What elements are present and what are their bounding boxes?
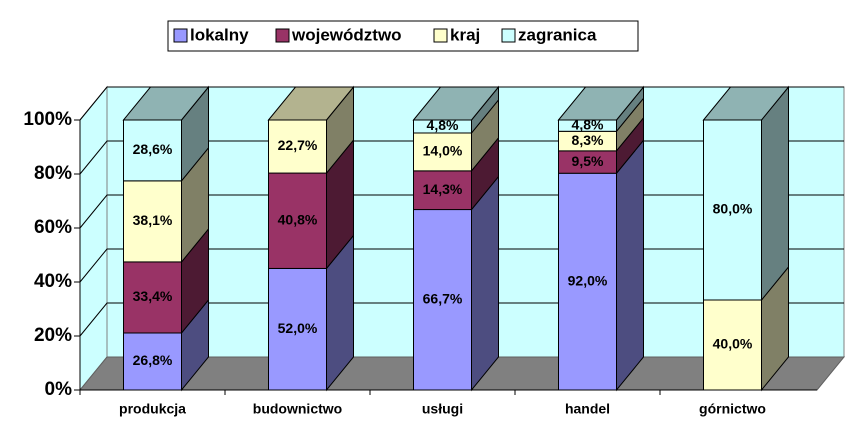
y-tick-label: 80% [34, 163, 72, 184]
bar-side [471, 175, 499, 392]
x-tick-label: usługi [422, 401, 463, 417]
bar [558, 119, 617, 132]
bar [413, 132, 472, 172]
data-label: 4,8% [427, 117, 459, 133]
y-tick-label: 0% [45, 379, 73, 400]
data-label: 8,3% [572, 132, 604, 148]
legend-swatch [501, 28, 516, 43]
legend-label: lokalny [190, 25, 249, 44]
data-label: 92,0% [568, 272, 608, 288]
y-tick-label: 100% [23, 109, 72, 130]
data-label: 38,1% [133, 212, 173, 228]
bar-side [616, 138, 644, 392]
data-label: 66,7% [423, 290, 463, 306]
bar [413, 119, 472, 134]
data-label: 14,3% [423, 181, 463, 197]
bar [703, 299, 762, 391]
data-label: 22,7% [278, 137, 318, 153]
data-label: 28,6% [133, 141, 173, 157]
legend-label: kraj [450, 25, 480, 44]
data-label: 26,8% [133, 352, 173, 368]
x-tick-label: budownictwo [253, 401, 342, 417]
bar [268, 119, 327, 174]
legend-swatch [173, 28, 188, 43]
x-tick-label: produkcja [119, 401, 186, 417]
legend: lokalny województwo kraj zagranica [167, 20, 639, 52]
bar [268, 267, 327, 391]
side-wall [79, 85, 108, 392]
bar [268, 172, 327, 269]
data-label: 4,8% [572, 116, 604, 132]
data-label: 14,0% [423, 143, 463, 159]
y-tick-label: 40% [34, 271, 72, 292]
bar-side [761, 85, 789, 302]
legend-label: zagranica [518, 25, 597, 44]
data-label: 80,0% [713, 201, 753, 217]
data-label: 33,4% [133, 288, 173, 304]
bar [123, 332, 182, 391]
legend-swatch [275, 28, 290, 43]
x-tick-label: handel [565, 401, 610, 417]
data-label: 40,0% [713, 336, 753, 352]
bar [123, 180, 182, 263]
bar [413, 209, 472, 391]
data-label: 40,8% [278, 211, 318, 227]
data-label: 52,0% [278, 320, 318, 336]
x-tick-label: górnictwo [699, 401, 766, 417]
data-label: 9,5% [572, 153, 604, 169]
legend-box [167, 20, 639, 52]
bar [558, 172, 617, 391]
legend-label: województwo [291, 25, 402, 44]
bar [123, 119, 182, 182]
y-tick-label: 20% [34, 325, 72, 346]
y-tick-label: 60% [34, 217, 72, 238]
bar [413, 170, 472, 211]
legend-swatch [433, 28, 448, 43]
bar [703, 119, 762, 301]
